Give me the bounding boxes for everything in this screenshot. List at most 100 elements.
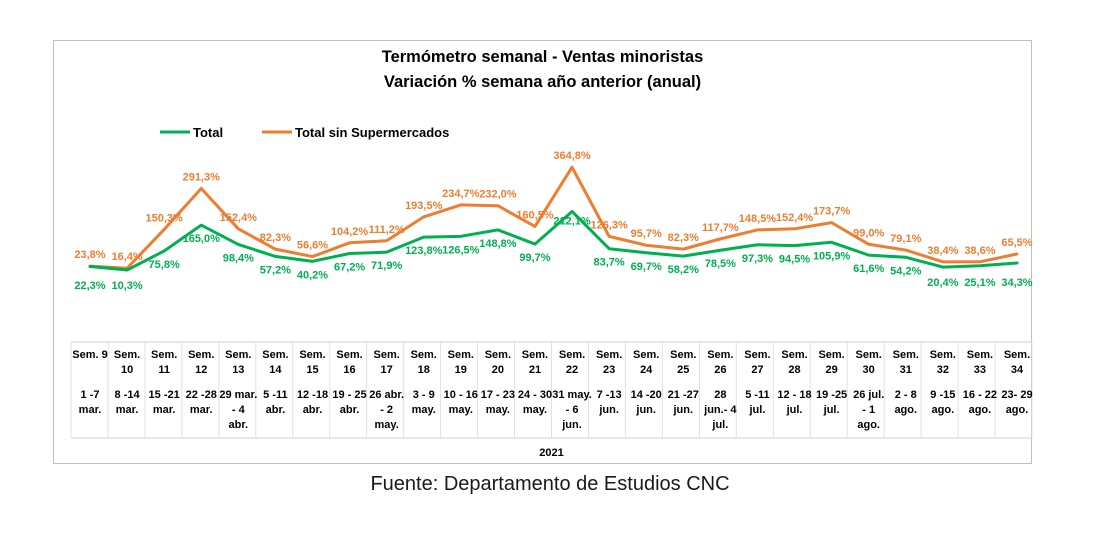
week-label: Sem. 10 bbox=[114, 349, 140, 376]
data-label-sin-supermercados: 38,4% bbox=[927, 245, 958, 257]
date-label: 17 - 23 may. bbox=[481, 389, 515, 416]
data-label-sin-supermercados: 148,5% bbox=[739, 213, 777, 225]
data-label-total: 75,8% bbox=[149, 259, 180, 271]
data-label-total: 98,4% bbox=[223, 252, 254, 264]
week-label: Sem. 15 bbox=[299, 349, 325, 376]
data-label-total: 123,8% bbox=[405, 245, 443, 257]
week-label: Sem. 21 bbox=[522, 349, 548, 376]
data-label-sin-supermercados: 111,2% bbox=[369, 224, 405, 236]
data-label-sin-supermercados: 23,8% bbox=[74, 249, 105, 261]
data-label-sin-supermercados: 99,0% bbox=[853, 227, 884, 239]
week-label: Sem. 9 bbox=[72, 349, 107, 361]
date-label: 26 abr. - 2 may. bbox=[369, 389, 404, 431]
data-label-total: 69,7% bbox=[631, 261, 662, 273]
week-label: Sem. 16 bbox=[336, 349, 362, 376]
date-label: 5 -11 jul. bbox=[745, 389, 769, 416]
data-label-total: 78,5% bbox=[705, 258, 736, 270]
data-label-total: 20,4% bbox=[927, 277, 958, 289]
date-label: 24 - 30 may. bbox=[518, 389, 552, 416]
data-label-sin-supermercados: 193,5% bbox=[405, 200, 443, 212]
date-label: 9 -15 ago. bbox=[930, 389, 955, 416]
data-label-sin-supermercados: 152,4% bbox=[776, 212, 814, 224]
week-label: Sem. 18 bbox=[411, 349, 437, 376]
week-label: Sem. 29 bbox=[818, 349, 844, 376]
date-label: 19 -25 jul. bbox=[816, 389, 847, 416]
data-label-total: 61,6% bbox=[853, 263, 884, 275]
week-label: Sem. 22 bbox=[559, 349, 585, 376]
data-label-total: 94,5% bbox=[779, 254, 810, 266]
data-label-sin-supermercados: 79,1% bbox=[890, 233, 921, 245]
data-label-sin-supermercados: 150,3% bbox=[146, 212, 184, 224]
week-label: Sem. 17 bbox=[373, 349, 399, 376]
date-label: 7 -13 jun. bbox=[597, 389, 622, 416]
chart-subtitle: Variación % semana año anterior (anual) bbox=[383, 73, 702, 91]
week-label: Sem. 13 bbox=[225, 349, 251, 376]
data-label-sin-supermercados: 232,0% bbox=[479, 189, 517, 201]
data-label-total: 54,2% bbox=[890, 265, 921, 277]
data-label-sin-supermercados: 117,7% bbox=[702, 222, 739, 234]
week-label: Sem. 28 bbox=[781, 349, 807, 376]
data-label-total: 57,2% bbox=[260, 264, 291, 276]
date-label: 29 mar. - 4 abr. bbox=[219, 389, 257, 431]
date-label: 16 - 22 ago. bbox=[963, 389, 997, 416]
date-label: 2 - 8 ago. bbox=[894, 389, 917, 416]
data-label-sin-supermercados: 82,3% bbox=[260, 232, 291, 244]
date-label: 12 - 18 jul. bbox=[777, 389, 811, 416]
data-label-total: 34,3% bbox=[1001, 277, 1032, 289]
date-label: 21 -27 jun. bbox=[668, 389, 699, 416]
date-label: 1 -7 mar. bbox=[79, 389, 102, 416]
date-label: 15 -21 mar. bbox=[149, 389, 180, 416]
date-label: 12 -18 abr. bbox=[297, 389, 328, 416]
data-label-total: 58,2% bbox=[668, 264, 699, 276]
data-label-sin-supermercados: 95,7% bbox=[631, 228, 662, 240]
week-label: Sem. 23 bbox=[596, 349, 622, 376]
data-label-total: 148,8% bbox=[479, 238, 517, 250]
year-label: 2021 bbox=[539, 447, 563, 459]
data-label-sin-supermercados: 173,7% bbox=[813, 206, 851, 218]
week-label: Sem. 30 bbox=[856, 349, 882, 376]
source-note: Fuente: Departamento de Estudios CNC bbox=[370, 473, 730, 495]
week-label: Sem. 11 bbox=[151, 349, 177, 376]
chart-title: Termómetro semanal - Ventas minoristas bbox=[381, 48, 704, 66]
data-label-sin-supermercados: 104,2% bbox=[331, 226, 369, 238]
data-label-total: 126,5% bbox=[442, 244, 480, 256]
date-label: 3 - 9 may. bbox=[412, 389, 436, 416]
data-label-total: 67,2% bbox=[334, 262, 365, 274]
week-label: Sem. 34 bbox=[1004, 349, 1030, 376]
legend-label-sin-supermercados: Total sin Supermercados bbox=[295, 125, 449, 140]
data-label-sin-supermercados: 56,6% bbox=[297, 240, 328, 252]
date-label: 26 jul. - 1 ago. bbox=[853, 389, 884, 431]
data-label-total: 83,7% bbox=[594, 257, 625, 269]
data-label-total: 165,0% bbox=[183, 233, 221, 245]
data-label-sin-supermercados: 16,4% bbox=[111, 251, 142, 263]
week-label: Sem. 31 bbox=[893, 349, 919, 376]
date-label: 28 jun.- 4 jul. bbox=[703, 389, 737, 431]
week-label: Sem. 27 bbox=[744, 349, 770, 376]
date-label: 22 -28 mar. bbox=[186, 389, 217, 416]
week-label: Sem. 32 bbox=[930, 349, 956, 376]
week-label: Sem. 12 bbox=[188, 349, 214, 376]
date-label: 8 -14 mar. bbox=[115, 389, 141, 416]
data-label-sin-supermercados: 65,5% bbox=[1001, 237, 1032, 249]
data-label-total: 22,3% bbox=[74, 280, 105, 292]
data-label-sin-supermercados: 291,3% bbox=[183, 172, 221, 184]
data-label-total: 212,1% bbox=[553, 215, 591, 227]
data-label-total: 97,3% bbox=[742, 253, 773, 265]
week-label: Sem. 14 bbox=[262, 349, 288, 376]
date-label: 23- 29 ago. bbox=[1001, 389, 1032, 416]
week-label: Sem. 33 bbox=[967, 349, 993, 376]
date-label: 19 - 25 abr. bbox=[332, 389, 366, 416]
data-label-sin-supermercados: 152,4% bbox=[220, 212, 258, 224]
data-label-sin-supermercados: 234,7% bbox=[442, 188, 480, 200]
data-label-sin-supermercados: 160,5% bbox=[516, 209, 554, 221]
data-label-total: 25,1% bbox=[964, 277, 995, 289]
date-label: 10 - 16 may. bbox=[444, 389, 478, 416]
chart-frame bbox=[53, 40, 1032, 464]
week-label: Sem. 26 bbox=[707, 349, 733, 376]
date-label: 14 -20 jun. bbox=[631, 389, 662, 416]
data-label-total: 10,3% bbox=[111, 280, 142, 292]
data-label-sin-supermercados: 364,8% bbox=[553, 150, 591, 162]
date-label: 31 may. - 6 jun. bbox=[552, 389, 592, 431]
data-label-sin-supermercados: 82,3% bbox=[668, 232, 699, 244]
